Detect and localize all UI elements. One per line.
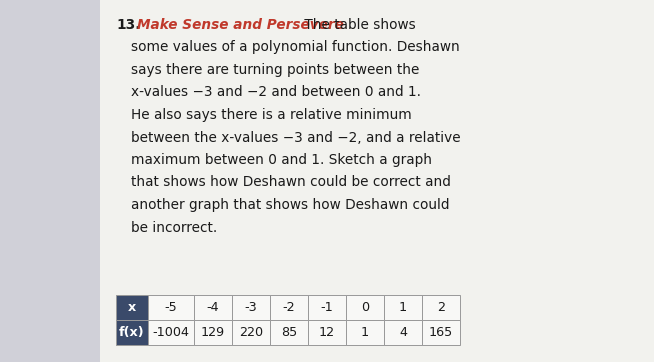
Text: 13.: 13. <box>116 18 141 32</box>
Text: -1004: -1004 <box>152 326 190 339</box>
Bar <box>232 295 270 320</box>
Bar <box>308 320 346 345</box>
Text: that shows how Deshawn could be correct and: that shows how Deshawn could be correct … <box>131 176 451 189</box>
Text: -2: -2 <box>283 301 296 314</box>
Bar <box>194 295 232 320</box>
Bar <box>116 295 148 320</box>
Text: -4: -4 <box>207 301 219 314</box>
Text: maximum between 0 and 1. Sketch a graph: maximum between 0 and 1. Sketch a graph <box>131 153 432 167</box>
Bar <box>422 295 460 320</box>
Text: 2: 2 <box>437 301 445 314</box>
Text: f(x): f(x) <box>119 326 145 339</box>
Bar <box>270 320 308 345</box>
Text: 4: 4 <box>399 326 407 339</box>
Text: 1: 1 <box>399 301 407 314</box>
Bar <box>346 320 384 345</box>
Bar <box>384 320 422 345</box>
Bar <box>194 320 232 345</box>
Bar <box>116 320 148 345</box>
Text: The table shows: The table shows <box>300 18 416 32</box>
Text: another graph that shows how Deshawn could: another graph that shows how Deshawn cou… <box>131 198 449 212</box>
Text: 165: 165 <box>429 326 453 339</box>
Text: He also says there is a relative minimum: He also says there is a relative minimum <box>131 108 412 122</box>
Bar <box>232 320 270 345</box>
Text: 0: 0 <box>361 301 369 314</box>
Text: -3: -3 <box>245 301 258 314</box>
Text: 1: 1 <box>361 326 369 339</box>
Text: some values of a polynomial function. Deshawn: some values of a polynomial function. De… <box>131 41 460 55</box>
Text: Make Sense and Persevere: Make Sense and Persevere <box>137 18 344 32</box>
Text: 129: 129 <box>201 326 225 339</box>
Bar <box>384 295 422 320</box>
Text: -1: -1 <box>320 301 334 314</box>
Text: 220: 220 <box>239 326 263 339</box>
Text: 85: 85 <box>281 326 297 339</box>
Text: x-values −3 and −2 and between 0 and 1.: x-values −3 and −2 and between 0 and 1. <box>131 85 421 100</box>
Bar <box>308 295 346 320</box>
Bar <box>148 320 194 345</box>
Bar <box>270 295 308 320</box>
Bar <box>422 320 460 345</box>
Text: be incorrect.: be incorrect. <box>131 220 217 235</box>
Bar <box>148 295 194 320</box>
Bar <box>0 0 100 362</box>
Text: says there are turning points between the: says there are turning points between th… <box>131 63 419 77</box>
Text: 12: 12 <box>319 326 335 339</box>
Text: between the x-values −3 and −2, and a relative: between the x-values −3 and −2, and a re… <box>131 130 460 144</box>
Text: -5: -5 <box>165 301 177 314</box>
Bar <box>346 295 384 320</box>
Text: x: x <box>128 301 136 314</box>
